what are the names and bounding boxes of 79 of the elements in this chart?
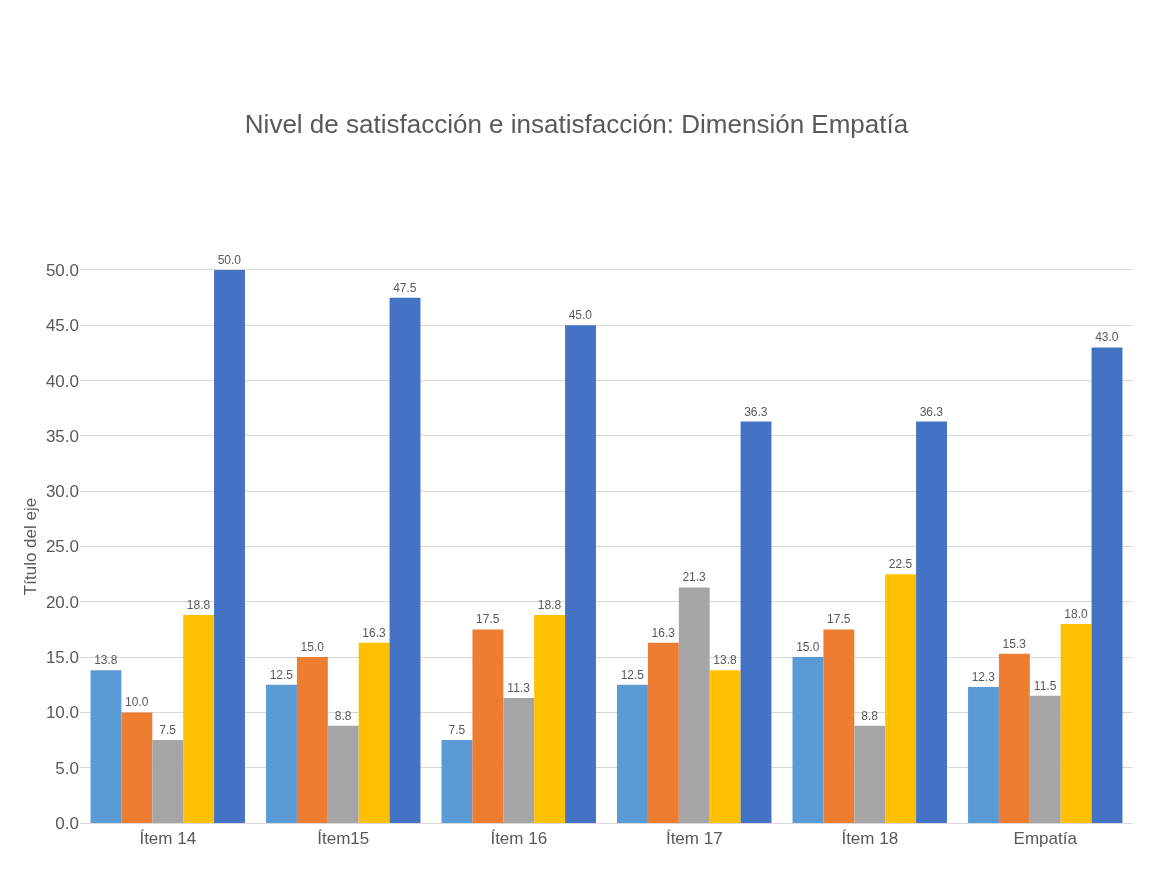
data-label: 17.5 — [476, 612, 500, 627]
bar — [121, 712, 153, 823]
bar — [534, 615, 566, 823]
y-tick-label: 50.0 — [45, 260, 79, 280]
data-label: 21.3 — [682, 570, 707, 585]
bar — [296, 657, 328, 823]
bar — [472, 629, 504, 823]
y-tick-label: 25.0 — [45, 537, 79, 557]
data-label: 11.5 — [1033, 678, 1057, 693]
bar — [792, 657, 824, 823]
y-tick-label: 20.0 — [45, 592, 79, 612]
chart-title: Nivel de satisfacción e insatisfacción: Dimensión Empatía — [244, 108, 909, 139]
data-label: 36.3 — [919, 404, 944, 419]
data-label: 7.5 — [159, 723, 177, 738]
bar — [709, 670, 741, 823]
y-tick-label: 30.0 — [45, 482, 79, 502]
data-label: 18.8 — [537, 598, 562, 613]
data-label: 16.3 — [362, 625, 386, 640]
y-tick-label: 40.0 — [45, 371, 79, 391]
data-label: 13.8 — [713, 653, 737, 668]
bar — [152, 740, 184, 823]
x-tick-label: Ítem 18 — [841, 829, 899, 849]
data-label: 10.0 — [125, 695, 149, 710]
bar — [327, 725, 359, 823]
bar — [266, 684, 297, 823]
bar — [1060, 623, 1092, 823]
data-label: 12.5 — [620, 667, 645, 682]
data-label: 50.0 — [217, 253, 242, 267]
y-tick-label: 15.0 — [45, 648, 79, 668]
data-label: 18.8 — [186, 598, 211, 613]
data-label: 15.0 — [796, 640, 820, 655]
data-label: 12.5 — [269, 667, 294, 682]
x-tick-label: Empatía — [1013, 829, 1078, 849]
x-tick-label: Ítem 16 — [490, 829, 548, 849]
data-label: 8.8 — [334, 708, 352, 723]
bar — [617, 684, 648, 823]
bar — [389, 297, 421, 823]
data-label: 17.5 — [827, 612, 851, 627]
bar — [968, 686, 999, 823]
y-tick-label: 5.0 — [55, 758, 79, 778]
bar — [740, 421, 772, 823]
bar — [854, 725, 886, 823]
x-tick-label: Ítem15 — [317, 829, 370, 849]
data-label: 45.0 — [568, 308, 593, 323]
data-label: 47.5 — [393, 280, 417, 295]
data-label: 15.3 — [1002, 636, 1027, 651]
data-label: 22.5 — [888, 557, 913, 572]
y-tick-label: 35.0 — [45, 426, 79, 446]
bar — [503, 698, 535, 823]
bar — [823, 629, 855, 823]
data-label: 36.3 — [744, 404, 768, 419]
y-axis-title: Título del eje — [21, 497, 41, 596]
y-tick-label: 0.0 — [55, 813, 79, 833]
bar — [565, 325, 596, 823]
bar — [916, 421, 947, 823]
bar — [1091, 347, 1123, 823]
bar — [885, 574, 917, 823]
bar — [678, 587, 710, 823]
data-label: 7.5 — [448, 723, 466, 738]
data-label: 15.0 — [300, 640, 325, 655]
data-label: 13.8 — [94, 653, 118, 668]
data-label: 18.0 — [1064, 606, 1088, 621]
bar — [998, 653, 1030, 823]
x-tick-label: Ítem 17 — [665, 829, 723, 849]
bar — [358, 642, 390, 823]
y-tick-label: 10.0 — [45, 703, 79, 723]
data-label: 43.0 — [1095, 330, 1119, 345]
data-label: 8.8 — [861, 708, 879, 723]
data-label: 11.3 — [507, 681, 531, 696]
data-label: 12.3 — [971, 669, 996, 684]
bar — [214, 270, 245, 823]
data-label: 16.3 — [651, 625, 676, 640]
bar — [183, 615, 215, 823]
x-tick-label: Ítem 14 — [139, 829, 197, 849]
bar — [647, 642, 679, 823]
bar — [1029, 695, 1061, 823]
y-tick-label: 45.0 — [45, 316, 79, 336]
bar — [90, 670, 122, 823]
bar — [441, 740, 473, 823]
